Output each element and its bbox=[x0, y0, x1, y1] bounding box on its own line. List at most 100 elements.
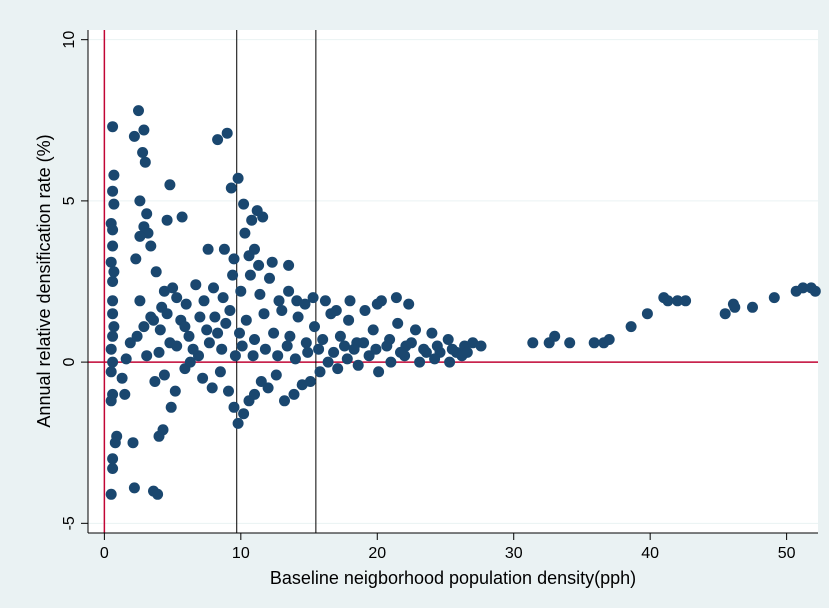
data-point bbox=[367, 324, 379, 336]
data-point bbox=[564, 337, 576, 349]
data-point bbox=[107, 295, 119, 307]
data-point bbox=[272, 350, 284, 362]
data-point bbox=[292, 311, 304, 323]
data-point bbox=[283, 285, 295, 297]
data-point bbox=[148, 314, 159, 326]
data-point bbox=[167, 282, 179, 294]
axes: 0 10 20 30 40 50 -5 0 5 10 bbox=[61, 30, 818, 562]
data-point bbox=[107, 240, 119, 252]
data-point bbox=[128, 130, 140, 142]
data-point bbox=[625, 321, 637, 333]
data-point bbox=[128, 482, 140, 494]
data-point bbox=[108, 198, 120, 210]
data-point bbox=[108, 321, 120, 333]
data-point bbox=[363, 350, 375, 362]
data-point bbox=[212, 327, 224, 339]
data-point bbox=[120, 353, 132, 365]
data-point bbox=[240, 314, 252, 326]
data-point bbox=[446, 343, 458, 355]
data-point bbox=[171, 292, 183, 304]
data-point bbox=[149, 376, 161, 387]
data-point bbox=[239, 227, 251, 239]
y-axis-label: Annual relative densification rate (%) bbox=[34, 134, 54, 427]
data-point bbox=[223, 385, 234, 397]
data-point bbox=[284, 330, 296, 342]
data-point bbox=[145, 240, 157, 252]
data-point bbox=[259, 343, 271, 355]
data-point bbox=[371, 298, 383, 310]
data-point bbox=[322, 356, 334, 368]
data-point bbox=[107, 308, 119, 320]
data-point bbox=[672, 295, 683, 307]
data-point bbox=[157, 424, 169, 436]
data-point bbox=[158, 369, 170, 381]
data-point bbox=[134, 230, 146, 242]
data-point bbox=[208, 282, 219, 294]
data-point bbox=[184, 356, 196, 368]
data-point bbox=[180, 298, 192, 310]
data-point bbox=[288, 388, 300, 400]
y-tick-label: -5 bbox=[61, 516, 78, 530]
data-point bbox=[588, 337, 600, 349]
data-point bbox=[216, 343, 228, 355]
data-point bbox=[107, 276, 119, 287]
data-point bbox=[283, 259, 295, 271]
data-point bbox=[201, 324, 213, 336]
data-point bbox=[549, 330, 561, 342]
data-point bbox=[139, 156, 151, 168]
data-point bbox=[179, 321, 191, 333]
data-point bbox=[431, 340, 443, 352]
data-point bbox=[153, 346, 165, 358]
data-point bbox=[264, 272, 275, 284]
data-point bbox=[217, 292, 229, 304]
data-point bbox=[603, 334, 615, 345]
data-point bbox=[187, 343, 199, 355]
data-point bbox=[127, 437, 139, 449]
data-point bbox=[243, 250, 255, 262]
data-point bbox=[641, 308, 653, 320]
data-point bbox=[138, 321, 150, 333]
x-tick-label: 30 bbox=[505, 545, 523, 562]
data-point bbox=[370, 343, 382, 355]
data-point bbox=[124, 337, 136, 349]
data-point bbox=[183, 330, 195, 342]
data-point bbox=[358, 337, 370, 349]
data-point bbox=[258, 308, 270, 320]
data-point bbox=[381, 340, 393, 352]
data-point bbox=[154, 324, 166, 336]
data-point bbox=[392, 317, 404, 329]
data-point bbox=[141, 208, 153, 220]
data-point bbox=[227, 269, 239, 281]
data-point bbox=[214, 366, 226, 378]
data-point bbox=[107, 121, 119, 133]
data-point bbox=[254, 288, 266, 300]
data-point bbox=[119, 388, 131, 400]
data-point bbox=[244, 269, 256, 281]
data-point bbox=[221, 127, 233, 139]
data-point bbox=[302, 346, 314, 358]
data-point bbox=[152, 488, 164, 500]
data-point bbox=[131, 330, 143, 342]
data-point bbox=[729, 301, 741, 313]
data-point bbox=[319, 295, 331, 307]
data-point bbox=[809, 285, 821, 297]
data-point bbox=[247, 350, 259, 362]
data-point bbox=[268, 327, 280, 339]
data-point bbox=[317, 334, 329, 345]
data-point bbox=[444, 356, 456, 368]
y-tick-label: 10 bbox=[61, 31, 78, 49]
data-point bbox=[234, 327, 245, 339]
data-point bbox=[224, 305, 236, 316]
data-point bbox=[768, 292, 780, 304]
data-point bbox=[246, 214, 258, 226]
data-point bbox=[420, 346, 432, 358]
x-tick-label: 50 bbox=[778, 545, 796, 562]
data-point bbox=[249, 334, 260, 345]
data-point bbox=[747, 301, 758, 313]
data-point bbox=[680, 295, 692, 307]
data-point bbox=[171, 340, 183, 352]
data-point bbox=[150, 266, 162, 278]
data-point bbox=[134, 295, 146, 307]
data-point bbox=[461, 346, 473, 358]
data-point bbox=[309, 321, 320, 333]
